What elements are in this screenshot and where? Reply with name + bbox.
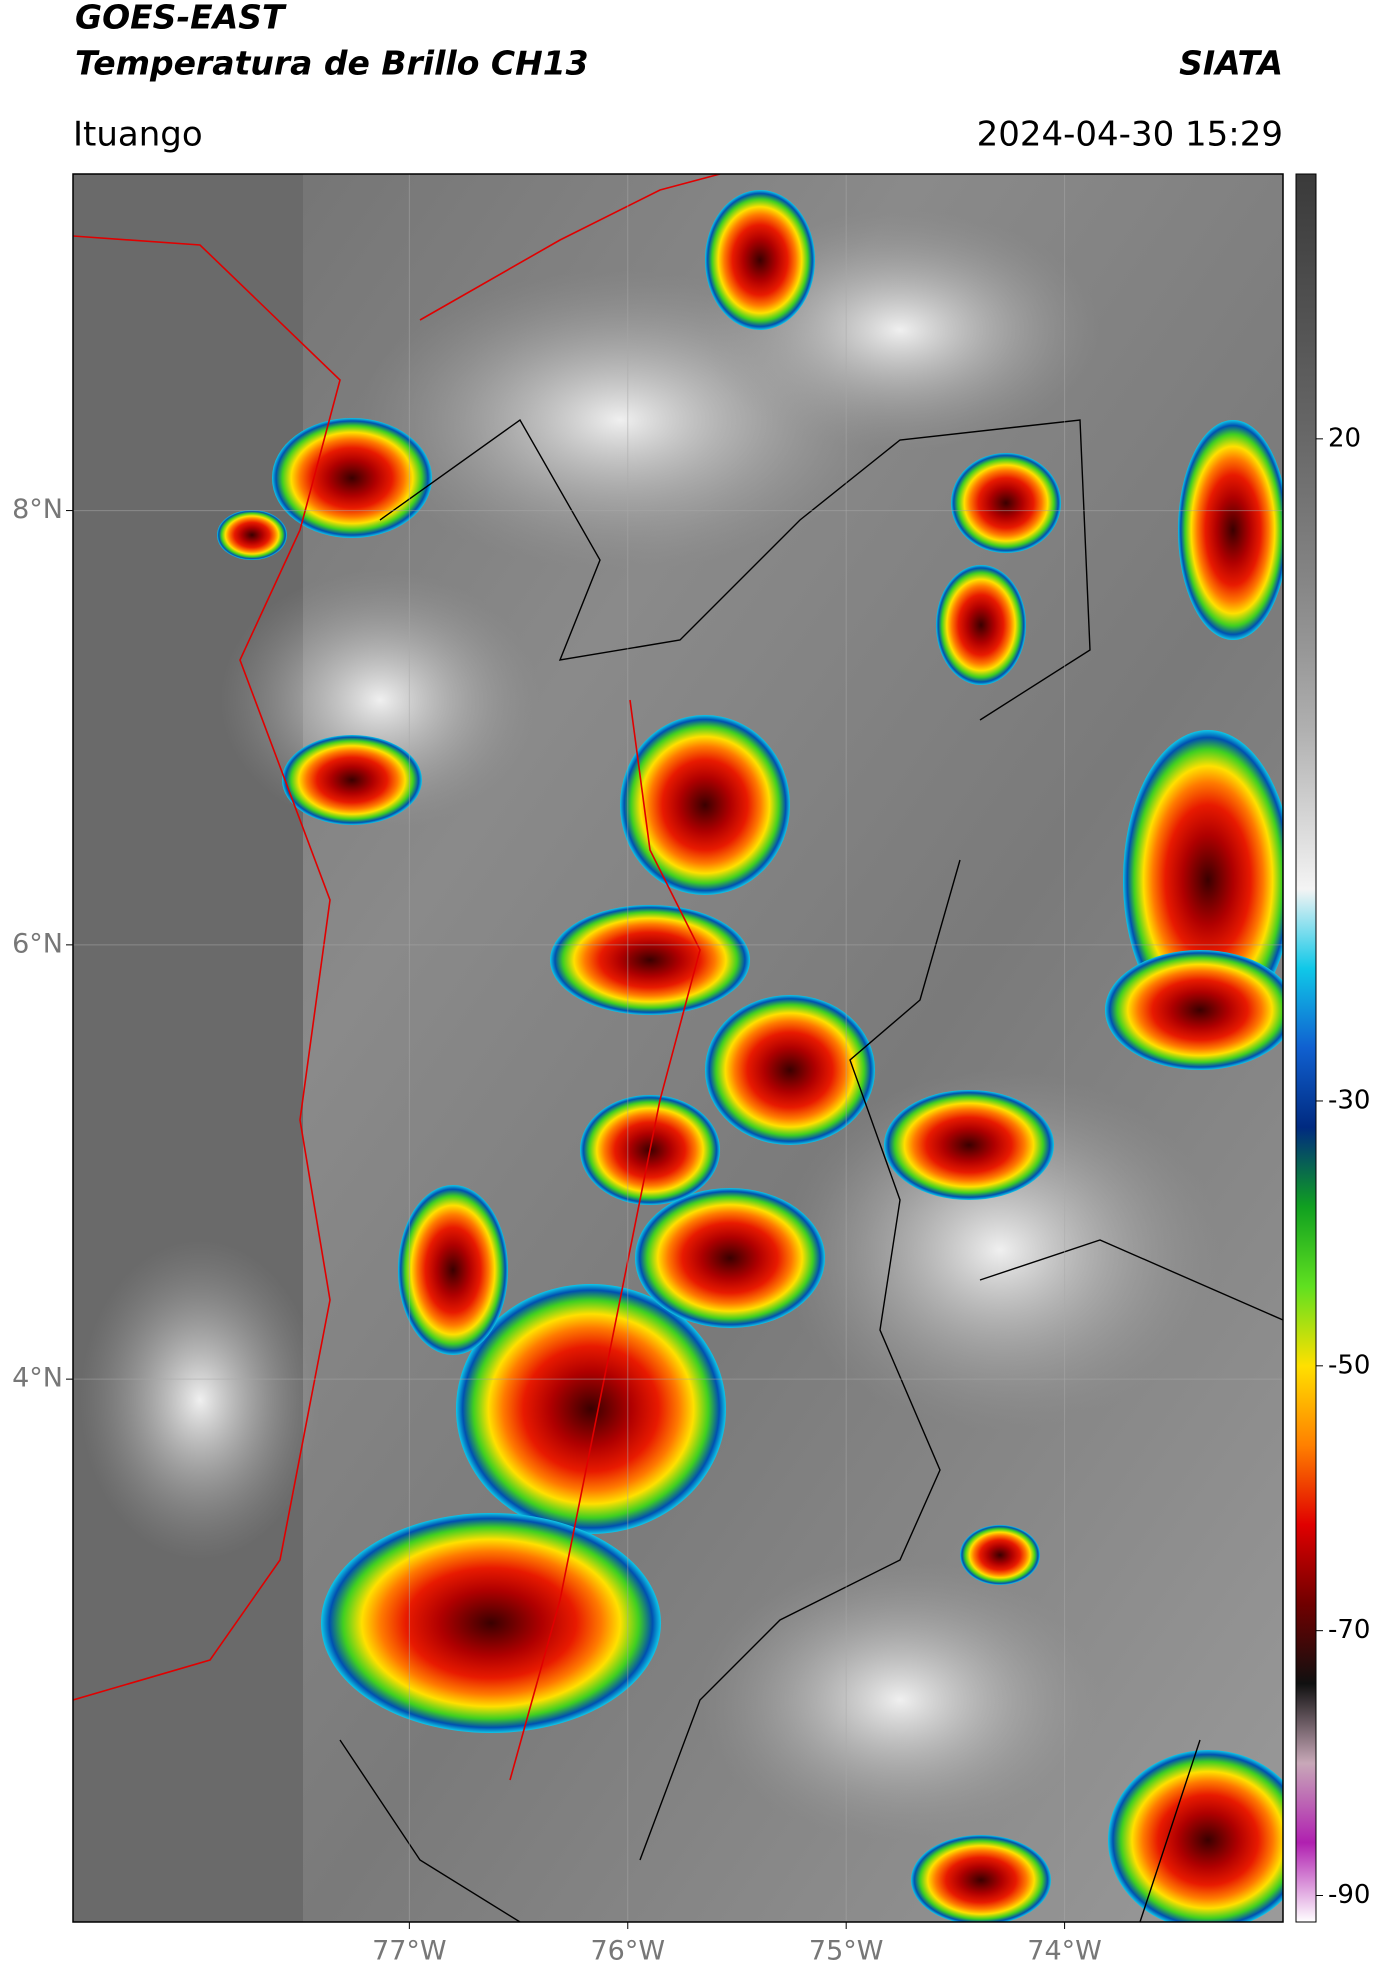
storm (321, 1513, 661, 1733)
colorbar (1295, 173, 1317, 1923)
storms (217, 190, 1283, 1922)
x-tick-label: 77°W (372, 1936, 447, 1967)
title: GOES-EAST (75, 0, 287, 37)
storm (550, 905, 750, 1015)
x-tick-label: 76°W (590, 1936, 665, 1967)
ocean (73, 174, 303, 1922)
y-tick-label: 8°N (12, 494, 63, 525)
storm (1105, 950, 1283, 1070)
storm (911, 1835, 1051, 1922)
satellite-image (73, 174, 1283, 1922)
storm (705, 995, 875, 1145)
cloud (80, 1240, 320, 1560)
storm (884, 1090, 1054, 1200)
colorbar-tick-label: -50 (1328, 1350, 1370, 1380)
storm (1178, 420, 1283, 640)
source: SIATA (1179, 44, 1283, 83)
colorbar-tick-label: -90 (1328, 1880, 1370, 1910)
storm (217, 510, 287, 560)
storm (1108, 1750, 1283, 1922)
storm (620, 715, 790, 895)
storm (951, 453, 1061, 553)
storm (960, 1525, 1040, 1585)
y-tick-label: 6°N (12, 928, 63, 959)
x-tick-label: 74°W (1027, 1936, 1102, 1967)
location: Ituango (73, 115, 203, 155)
storm (705, 190, 815, 330)
y-tick-label: 4°N (12, 1363, 63, 1394)
colorbar-tick-label: -70 (1328, 1615, 1370, 1645)
x-tick-label: 75°W (809, 1936, 884, 1967)
admin-borders (339, 418, 1283, 1922)
boundary-red (419, 174, 721, 1781)
subtitle: Temperatura de Brillo CH13 (75, 44, 589, 83)
cloud (700, 1560, 1100, 1840)
storm (456, 1284, 726, 1534)
colorbar-tick-label: -30 (1328, 1085, 1370, 1115)
colorbar-tick-label: 20 (1328, 423, 1361, 453)
storm (398, 1185, 508, 1355)
storm (272, 418, 432, 538)
storm (282, 735, 422, 825)
map-frame (72, 173, 1284, 1923)
storm (635, 1188, 825, 1328)
storm (936, 565, 1026, 685)
datetime: 2024-04-30 15:29 (977, 115, 1283, 155)
coastline (73, 235, 341, 1701)
